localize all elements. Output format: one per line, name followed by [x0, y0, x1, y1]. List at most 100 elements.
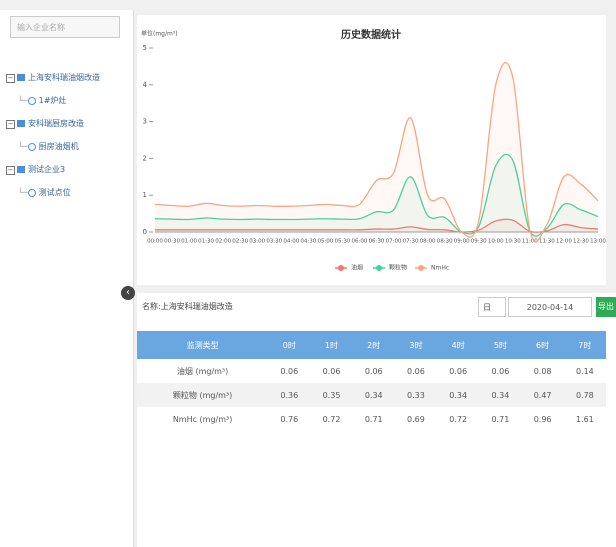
header-cell: 3时	[394, 331, 438, 359]
x-tick-label: 08:00	[420, 239, 436, 245]
legend-label: 颗粒物	[389, 264, 407, 272]
sidebar: 输入企业名称 − 上海安科瑞油烟改造 └─ 1#炉灶 − 安科瑞厨房改造 └─ 厨房油烟机 − 测…	[0, 10, 134, 547]
node-label: 厨房油烟机	[38, 142, 79, 151]
table-cell: 0.34	[437, 383, 480, 407]
x-tick-label: 11:00	[522, 239, 538, 245]
x-tick-label: 00:00	[147, 239, 163, 245]
table-cell: 0.35	[310, 383, 353, 407]
header-cell: 7时	[563, 331, 606, 359]
x-tick-label: 12:00	[556, 239, 572, 245]
header-cell: 2时	[352, 331, 395, 359]
tree-node[interactable]: − 安科瑞厨房改造	[6, 112, 131, 135]
x-tick-label: 05:30	[334, 239, 350, 245]
point-icon	[27, 142, 36, 151]
toggle-icon: −	[6, 120, 15, 129]
node-label: 1#炉灶	[38, 96, 67, 105]
node-label: 测试企业3	[28, 165, 66, 174]
legend-label: 油烟	[351, 264, 363, 272]
legend-dot	[376, 265, 382, 271]
tree-node[interactable]: − 测试企业3	[6, 158, 131, 181]
table-row: NmHc (mg/m³) 0.76 0.72 0.71 0.69 0.72 0.71 0.96…	[137, 407, 606, 431]
x-tick-label: 00:30	[164, 239, 180, 245]
header-cell: 6时	[521, 331, 564, 359]
toggle-icon: −	[6, 166, 15, 175]
table-row: 颗粒物 (mg/m³) 0.36 0.35 0.34 0.33 0.34 0.34 0.47 0…	[137, 383, 606, 407]
table-cell: 0.71	[491, 414, 510, 424]
tree-node[interactable]: − 上海安科瑞油烟改造	[6, 66, 131, 89]
folder-icon	[17, 120, 25, 127]
x-tick-label: 12:30	[573, 239, 589, 245]
search-input[interactable]: 输入企业名称	[10, 16, 120, 38]
collapse-button[interactable]: ‹	[121, 286, 135, 300]
y-tick-label: 3	[143, 118, 147, 126]
x-tick-label: 06:00	[352, 239, 368, 245]
tree-child[interactable]: └─ 厨房油烟机	[6, 135, 131, 158]
connector: └─	[18, 188, 28, 197]
table-cell: 0.06	[364, 366, 383, 376]
table-cell: 0.69	[407, 414, 425, 424]
x-tick-label: 02:30	[232, 239, 248, 245]
x-tick-label: 09:00	[454, 239, 470, 245]
chart: 历史数据统计 单位(mg/m³) 0 1 2 3 4 5 00:00 00:30 01:00 01:3…	[141, 28, 606, 272]
node-label: 上海安科瑞油烟改造	[28, 73, 100, 82]
series-area	[155, 219, 598, 233]
table-cell: 0.76	[280, 414, 299, 424]
series-line	[154, 62, 599, 243]
series-line	[154, 153, 599, 237]
table-cell: 0.96	[533, 414, 552, 424]
table-cell: 0.06	[491, 366, 510, 376]
header-cell: 4时	[437, 331, 480, 359]
header-cell: 1时	[310, 331, 353, 359]
legend-dot	[418, 265, 424, 271]
table-cell: 0.06	[407, 366, 425, 376]
x-tick-label: 04:00	[283, 239, 299, 245]
table-cell: 0.06	[449, 366, 468, 376]
x-tick-label: 08:30	[437, 239, 453, 245]
connector: └─	[18, 96, 28, 105]
table-cell: 0.06	[322, 366, 341, 376]
table-cell: 1.61	[575, 414, 594, 424]
table-cell: 0.34	[479, 383, 522, 407]
folder-icon	[17, 74, 25, 81]
point-icon	[27, 188, 36, 197]
name-label: 名称:上海安科瑞油烟改造	[142, 302, 233, 311]
folder-icon	[17, 166, 25, 173]
table-cell: 颗粒物 (mg/m³)	[137, 383, 269, 407]
legend-dot	[338, 265, 344, 271]
x-tick-label: 02:00	[215, 239, 231, 245]
table-cell: 0.33	[394, 383, 438, 407]
y-tick-label: 2	[143, 154, 147, 162]
data-panel: 名称:上海安科瑞油烟改造 日 2020-04-14 导出 监测类型 0时 1时 2时 3…	[137, 293, 616, 547]
date-input[interactable]: 2020-04-14	[508, 297, 592, 317]
tree-child[interactable]: └─ 测试点位	[6, 181, 131, 204]
tree-child[interactable]: └─ 1#炉灶	[6, 89, 131, 112]
table-cell: 0.34	[352, 383, 395, 407]
x-tick-label: 01:00	[181, 239, 197, 245]
point-icon	[27, 96, 36, 105]
x-tick-label: 10:00	[488, 239, 504, 245]
y-axis-label: 单位(mg/m³)	[141, 30, 178, 38]
y-tick-label: 0	[143, 228, 147, 236]
table-cell: 0.14	[575, 366, 594, 376]
data-table: 监测类型 0时 1时 2时 3时 4时 5时 6时 7时 油烟 (mg/m³) 0.06 0.06 0.…	[137, 331, 606, 431]
x-tick-label: 07:30	[403, 239, 419, 245]
table-cell: 0.47	[521, 383, 564, 407]
x-tick-label: 07:00	[386, 239, 402, 245]
period-select[interactable]: 日	[478, 297, 506, 317]
x-tick-label: 01:30	[198, 239, 214, 245]
toggle-icon: −	[6, 74, 15, 83]
series-area	[155, 62, 598, 242]
export-button[interactable]: 导出	[596, 297, 616, 317]
header-cell: 监测类型	[137, 331, 269, 359]
table-cell: 0.78	[563, 383, 606, 407]
table-cell: 0.06	[280, 366, 299, 376]
series-area	[155, 154, 598, 237]
x-tick-label: 06:30	[369, 239, 385, 245]
legend-label: NmHc	[431, 265, 449, 272]
y-tick-label: 5	[143, 44, 147, 52]
table-cell: 0.72	[322, 414, 341, 424]
table-cell: 0.08	[533, 366, 552, 376]
series-line	[155, 218, 599, 233]
connector: └─	[18, 142, 28, 151]
